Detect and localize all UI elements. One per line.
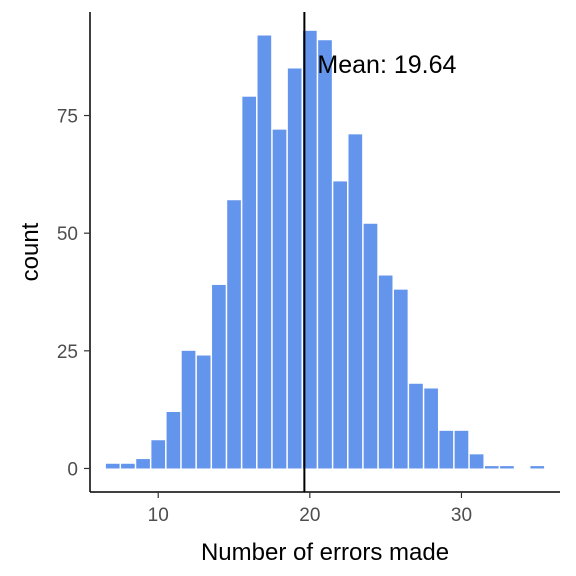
- x-tick-label: 20: [299, 505, 320, 526]
- y-axis-title: count: [17, 222, 44, 281]
- histogram-bar: [378, 275, 393, 469]
- mean-annotation: Mean: 19.64: [317, 51, 456, 79]
- histogram-bar: [409, 383, 423, 469]
- histogram-bar: [348, 134, 363, 469]
- histogram-bar: [469, 454, 484, 469]
- x-tick-label: 10: [148, 505, 169, 526]
- histogram-bar: [166, 412, 181, 469]
- histogram-bar: [105, 463, 120, 469]
- y-tick-label: 25: [57, 342, 78, 363]
- histogram-bar: [303, 30, 317, 469]
- histogram-bar: [212, 284, 226, 469]
- histogram-bar: [121, 463, 135, 469]
- histogram-bar: [393, 289, 408, 469]
- y-tick-label: 75: [57, 107, 78, 128]
- x-axis-title: Number of errors made: [201, 539, 449, 566]
- bars-group: [105, 30, 545, 469]
- histogram-bar: [500, 466, 514, 469]
- histogram-bar: [136, 459, 150, 469]
- histogram-bar: [257, 35, 272, 469]
- histogram-bar: [484, 466, 499, 469]
- histogram-bar: [287, 68, 302, 469]
- x-axis-ticks: 10 20 30: [148, 492, 472, 526]
- y-tick-label: 0: [67, 459, 78, 480]
- histogram-bar: [363, 223, 378, 469]
- y-tick-label: 50: [57, 224, 78, 245]
- x-tick-label: 30: [451, 505, 472, 526]
- histogram-bar: [454, 430, 469, 469]
- histogram-bar: [424, 388, 438, 469]
- histogram-bar: [151, 440, 166, 469]
- histogram-bar: [530, 466, 545, 469]
- histogram-bar: [272, 129, 287, 469]
- histogram-bar: [439, 430, 454, 469]
- y-axis-ticks: 0 25 50 75: [57, 107, 90, 480]
- histogram-bar: [181, 350, 196, 469]
- histogram-bar: [333, 181, 347, 469]
- histogram-bar: [242, 96, 257, 469]
- histogram-bar: [196, 355, 211, 469]
- histogram-bar: [318, 40, 332, 469]
- histogram-bar: [227, 200, 241, 469]
